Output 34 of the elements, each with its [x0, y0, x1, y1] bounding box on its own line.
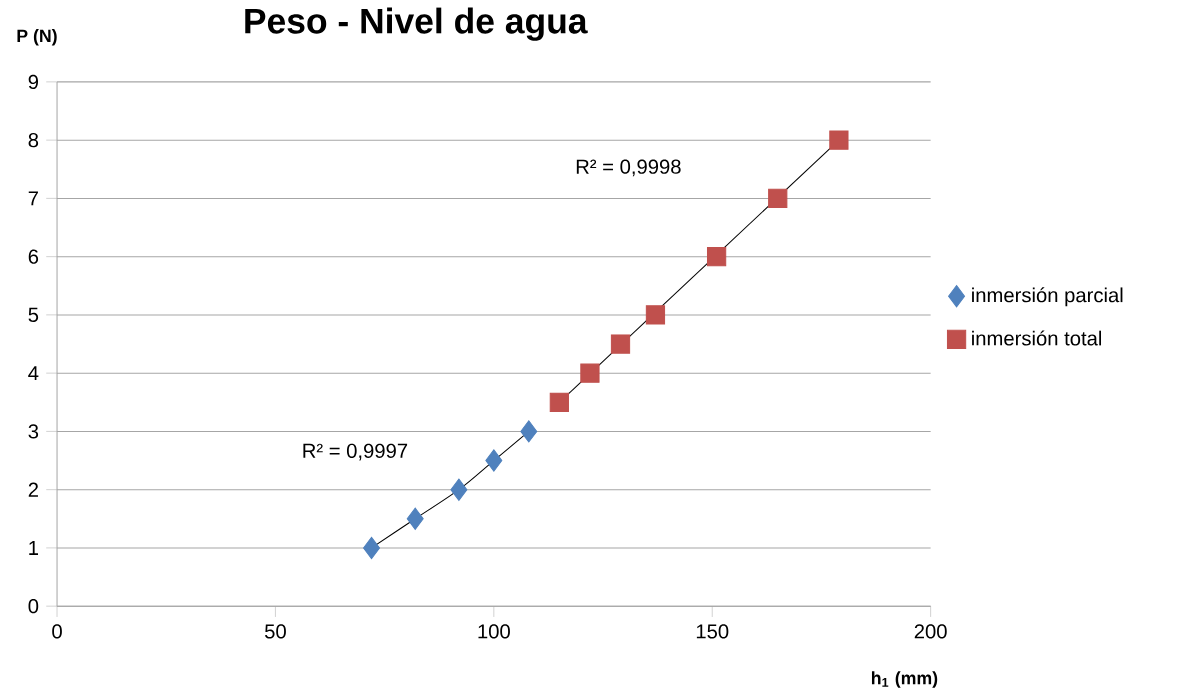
x-tick-label: 150 [696, 624, 729, 639]
y-tick-label: 6 [28, 249, 39, 264]
x-tick-label: 100 [478, 624, 510, 639]
y-tick-label: 2 [28, 482, 38, 497]
legend-label: inmersión total [972, 330, 1102, 346]
y-tick-label: 7 [28, 191, 38, 206]
y-tick-label: 0 [28, 598, 39, 614]
point [406, 507, 424, 530]
x-tick-label: 50 [264, 624, 286, 639]
point [580, 363, 600, 383]
y-tick-label: 5 [28, 307, 39, 322]
legend-label: inmersión parcial [972, 287, 1123, 307]
point [450, 478, 468, 501]
point [610, 334, 631, 354]
y-tick-label: 1 [29, 540, 39, 555]
point [485, 449, 503, 472]
point [706, 246, 727, 267]
chart-title: Peso - Nivel de agua [245, 7, 588, 41]
point [829, 130, 849, 150]
point [768, 188, 788, 208]
x-tick-label: 0 [52, 624, 62, 639]
y-tick-label: 9 [28, 74, 39, 89]
annotation: R² = 0,9998 [576, 159, 681, 177]
x-axis-title: h$_{1}$ (mm) [871, 671, 938, 688]
y-tick-label: 3 [28, 424, 39, 439]
point [363, 536, 381, 559]
y-axis-title: P (N) [17, 29, 57, 46]
y-tick-label: 4 [28, 366, 39, 381]
annotation: R² = 0,9997 [303, 443, 408, 461]
point [549, 392, 569, 412]
y-tick-label: 8 [28, 132, 39, 148]
point [645, 305, 666, 325]
point [520, 420, 538, 443]
x-tick-label: 200 [914, 624, 947, 639]
